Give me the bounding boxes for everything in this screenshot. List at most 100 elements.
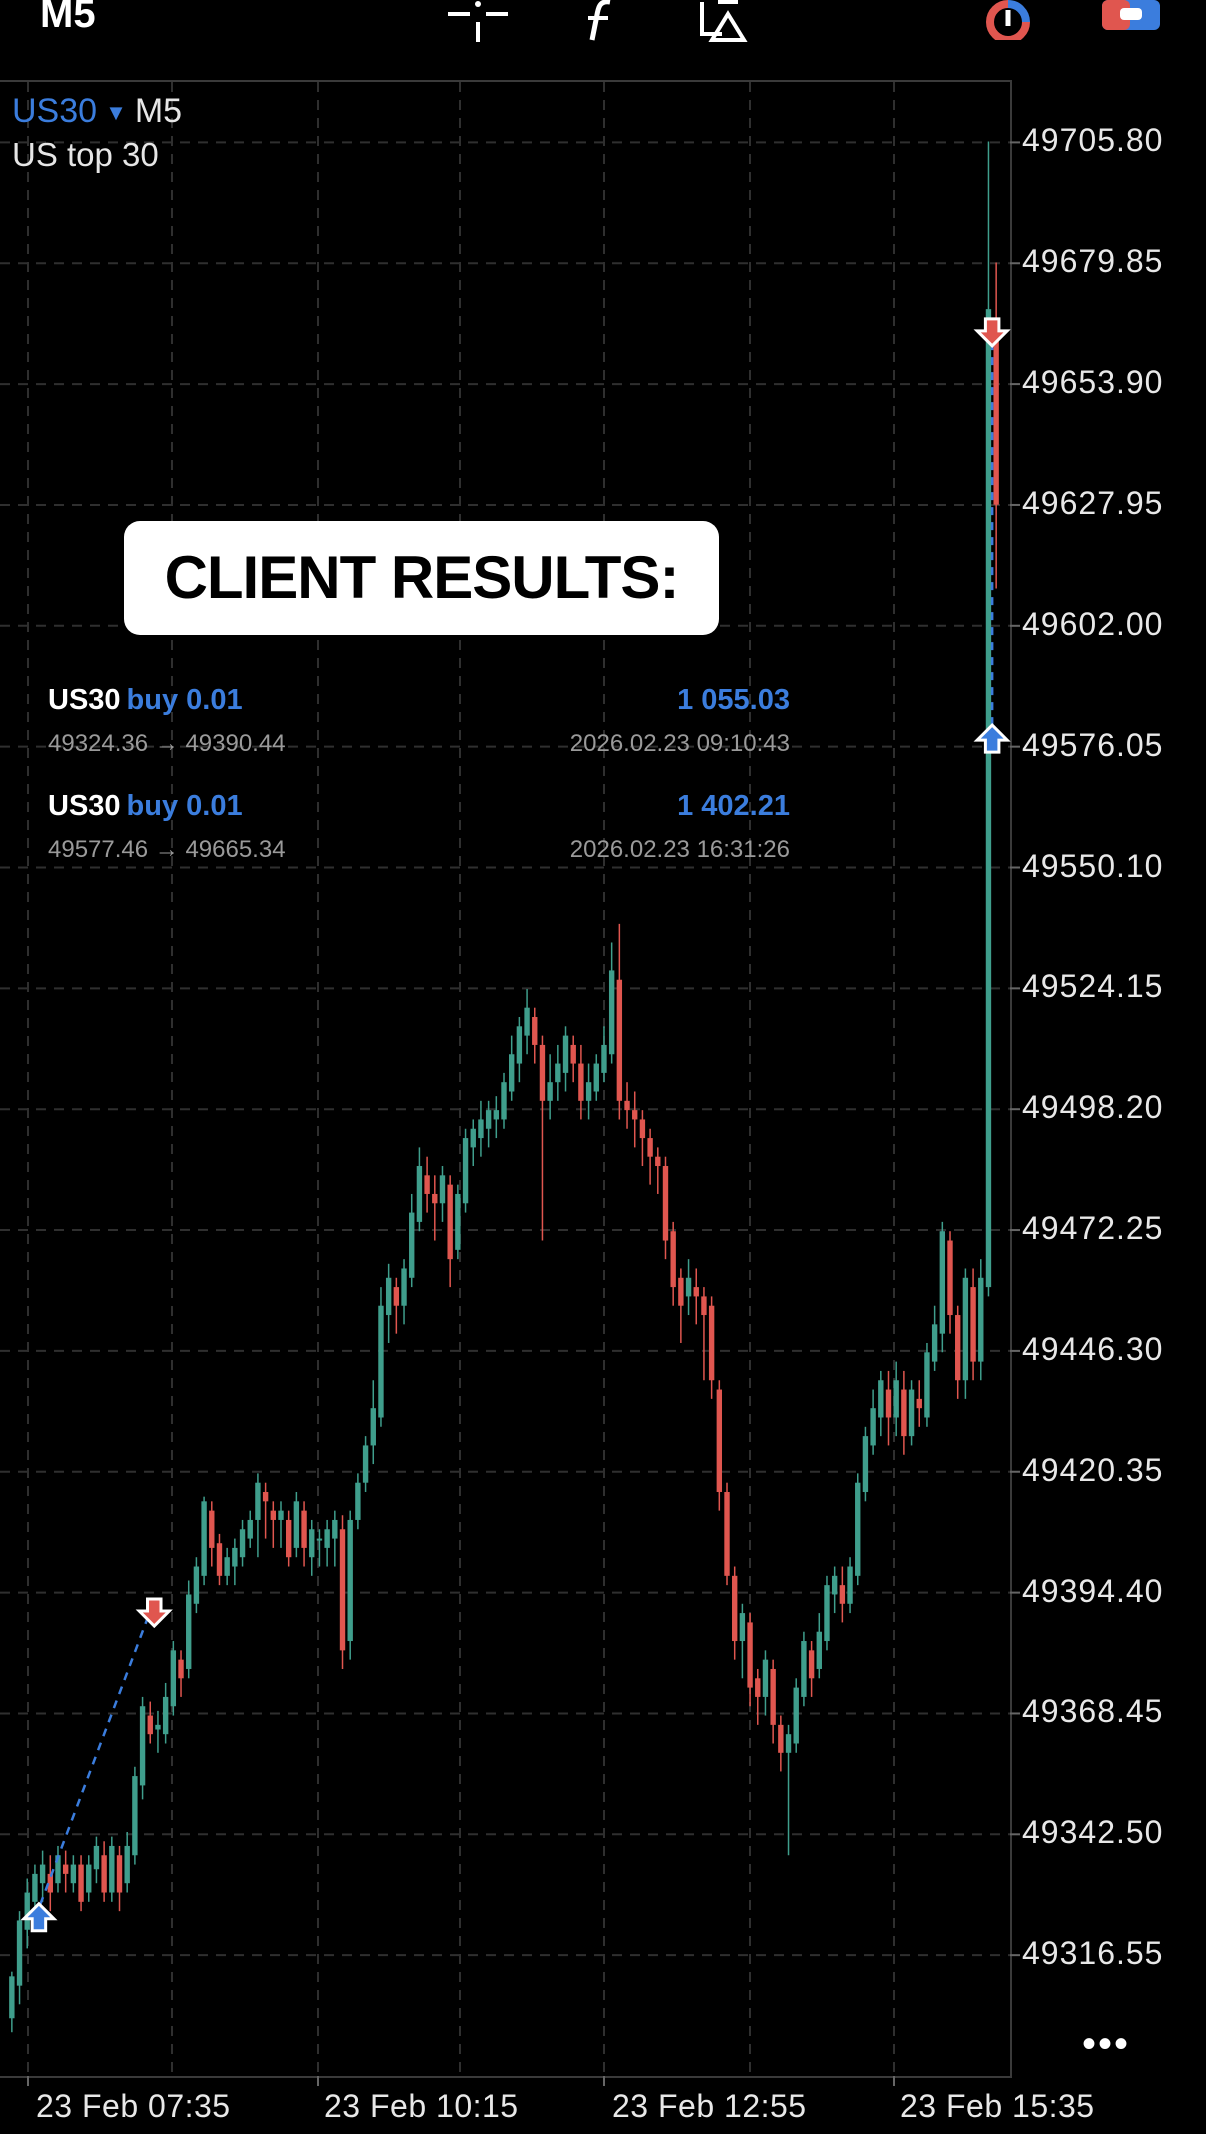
function-icon[interactable] <box>580 0 620 44</box>
candle <box>447 1175 453 1288</box>
candle <box>378 1287 384 1427</box>
candle <box>916 1380 922 1427</box>
candle <box>462 1128 469 1213</box>
candle <box>86 1855 92 1902</box>
more-options-icon[interactable]: ••• <box>1082 2022 1131 2066</box>
candle <box>439 1166 446 1222</box>
candle <box>309 1519 315 1576</box>
timeframe-toggle-icon[interactable] <box>976 0 1040 40</box>
candle <box>947 1231 953 1334</box>
price-label: 49653.90 <box>1022 364 1164 401</box>
candle <box>485 1100 492 1148</box>
candle <box>401 1259 407 1325</box>
candle <box>831 1566 838 1614</box>
candle <box>316 1529 323 1567</box>
candle <box>778 1715 784 1772</box>
candle <box>501 1072 507 1129</box>
candle <box>55 1845 61 1893</box>
trade-prices: 49577.46 → 49665.34 <box>48 836 286 863</box>
symbol-name[interactable]: US30 <box>12 92 98 130</box>
candle <box>70 1855 77 1893</box>
candle <box>824 1575 830 1651</box>
crosshair-icon[interactable] <box>446 0 510 44</box>
candle <box>9 1971 15 2033</box>
price-label: 49498.20 <box>1022 1089 1164 1126</box>
trade-panel-icon[interactable] <box>1100 0 1164 40</box>
candle <box>62 1850 69 1893</box>
candle <box>639 1110 646 1167</box>
candle <box>924 1342 930 1427</box>
candle <box>324 1519 330 1567</box>
candle <box>132 1766 138 1865</box>
candle <box>178 1650 184 1697</box>
trade-row[interactable]: US30 buy 0.01 1 402.21 49577.46 → 49665.3… <box>28 784 790 890</box>
candle <box>109 1836 115 1902</box>
time-label: 23 Feb 15:35 <box>900 2088 1095 2124</box>
candle <box>424 1156 430 1213</box>
candle <box>724 1482 730 1586</box>
price-label: 49550.10 <box>1022 847 1164 884</box>
chart-symbol[interactable]: US30 ▼ M5 <box>12 92 182 131</box>
candle <box>616 923 623 1120</box>
top-toolbar: M5 <box>0 0 1206 80</box>
trade-link <box>33 1610 152 1920</box>
price-label: 49627.95 <box>1022 484 1164 521</box>
time-label: 23 Feb 10:15 <box>324 2088 519 2124</box>
candle <box>332 1510 338 1567</box>
candle <box>955 1305 961 1399</box>
candle <box>839 1566 846 1623</box>
candle <box>239 1519 246 1567</box>
candle <box>262 1482 269 1539</box>
objects-icon[interactable] <box>698 0 754 44</box>
price-label: 49576.05 <box>1022 726 1164 763</box>
candle <box>216 1533 223 1586</box>
symbol-description: US top 30 <box>12 136 159 173</box>
candle <box>432 1175 438 1241</box>
candle <box>508 1035 515 1101</box>
candle <box>155 1710 161 1753</box>
candle <box>985 141 992 1297</box>
candle <box>209 1501 215 1567</box>
trade-time: 2026.02.23 16:31:26 <box>569 836 790 863</box>
candle <box>93 1836 100 1884</box>
timeframe-button[interactable]: M5 <box>40 0 96 36</box>
candle <box>885 1370 892 1446</box>
candle <box>409 1193 415 1288</box>
candle <box>524 989 530 1055</box>
candle <box>608 942 615 1064</box>
trade-profit: 1 402.21 <box>677 790 790 822</box>
candle <box>993 262 999 589</box>
trade-row[interactable]: US30 buy 0.01 1 055.03 49324.36 → 49390.4… <box>28 678 790 784</box>
candle <box>478 1100 484 1157</box>
candle <box>939 1221 946 1353</box>
candle <box>785 1724 792 1856</box>
candle <box>747 1613 753 1707</box>
candle <box>670 1221 676 1306</box>
candle <box>247 1510 253 1548</box>
trade-history: US30 buy 0.01 1 055.03 49324.36 → 49390.4… <box>28 678 790 890</box>
candle <box>701 1287 707 1381</box>
candle <box>101 1841 107 1902</box>
candle <box>470 1119 476 1167</box>
candle <box>655 1147 661 1194</box>
candle <box>385 1263 392 1343</box>
candle <box>16 1911 23 2005</box>
price-label: 49316.55 <box>1022 1935 1164 1972</box>
candle <box>978 1259 984 1381</box>
buy-entry-marker <box>20 1901 58 1933</box>
chart-area[interactable] <box>0 80 1012 2078</box>
candle <box>139 1696 146 1800</box>
candle <box>708 1296 715 1399</box>
price-label: 49602.00 <box>1022 605 1164 642</box>
price-label: 49524.15 <box>1022 968 1164 1005</box>
trade-side: buy 0.01 <box>126 790 243 822</box>
candle <box>716 1380 723 1511</box>
candle <box>901 1370 907 1455</box>
candle <box>793 1678 799 1753</box>
symbol-dropdown-icon[interactable]: ▼ <box>105 100 127 126</box>
candle <box>755 1668 761 1725</box>
candle <box>278 1501 284 1548</box>
candle <box>255 1473 261 1558</box>
price-label: 49420.35 <box>1022 1451 1164 1488</box>
